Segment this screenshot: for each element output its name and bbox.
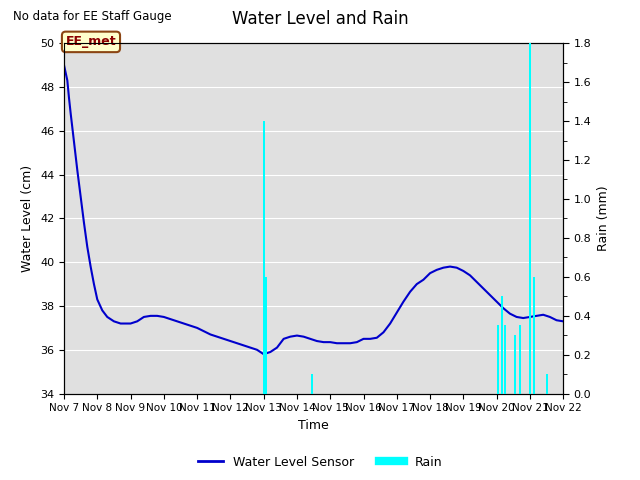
Bar: [500, 296, 502, 394]
Y-axis label: Rain (mm): Rain (mm): [597, 186, 610, 251]
Legend: Water Level Sensor, Rain: Water Level Sensor, Rain: [193, 451, 447, 474]
Y-axis label: Water Level (cm): Water Level (cm): [22, 165, 35, 272]
Bar: [504, 325, 506, 394]
Bar: [262, 121, 265, 394]
Bar: [519, 325, 521, 394]
Text: No data for EE Staff Gauge: No data for EE Staff Gauge: [13, 10, 172, 23]
Bar: [514, 335, 516, 394]
Text: Water Level and Rain: Water Level and Rain: [232, 10, 408, 28]
Bar: [311, 374, 313, 394]
Text: EE_met: EE_met: [66, 36, 116, 48]
Bar: [545, 374, 548, 394]
Bar: [533, 277, 535, 394]
X-axis label: Time: Time: [298, 419, 329, 432]
Bar: [529, 43, 531, 394]
Bar: [497, 325, 499, 394]
Bar: [266, 277, 268, 394]
